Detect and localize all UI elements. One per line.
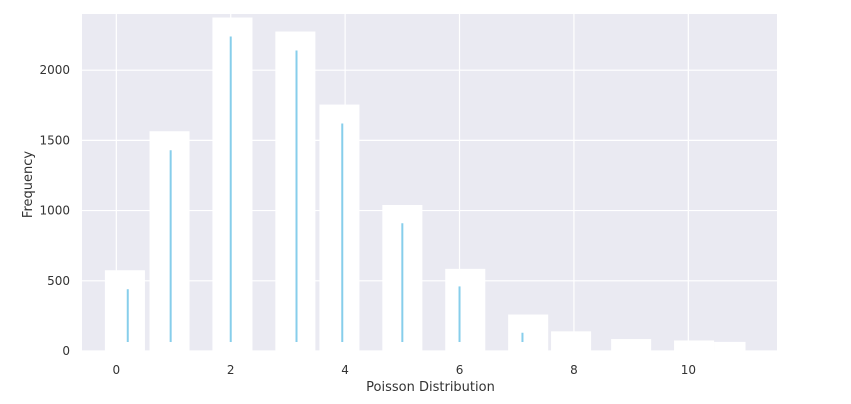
histogram-bar bbox=[508, 314, 549, 351]
x-tick-label: 2 bbox=[227, 363, 235, 377]
pmf-lines bbox=[126, 36, 524, 342]
histogram-bar bbox=[149, 131, 190, 351]
y-tick-label: 1500 bbox=[39, 133, 70, 147]
x-tick-label: 4 bbox=[341, 363, 349, 377]
histogram-bar bbox=[319, 104, 360, 351]
histogram-bar bbox=[275, 31, 316, 351]
x-tick-label: 0 bbox=[113, 363, 121, 377]
y-tick-label: 1000 bbox=[39, 204, 70, 218]
histogram-bar bbox=[212, 17, 253, 352]
histogram-bar bbox=[714, 341, 746, 351]
histogram-bar bbox=[445, 268, 486, 351]
y-tick-label: 500 bbox=[47, 274, 70, 288]
histogram-bar bbox=[674, 340, 715, 351]
x-tick-label: 8 bbox=[570, 363, 578, 377]
histogram-bar bbox=[551, 331, 592, 351]
x-tick-label: 6 bbox=[456, 363, 464, 377]
x-tick-label: 10 bbox=[681, 363, 696, 377]
y-tick-label: 2000 bbox=[39, 63, 70, 77]
y-axis-label: Frequency bbox=[21, 151, 36, 218]
histogram-bar bbox=[104, 270, 145, 351]
y-tick-label: 0 bbox=[62, 344, 70, 358]
x-axis-label: Poisson Distribution bbox=[366, 380, 495, 395]
tick-labels: 0 2 4 6 8 10 0 500 1000 1500 2000 bbox=[39, 63, 696, 377]
histogram-bar bbox=[611, 339, 652, 351]
